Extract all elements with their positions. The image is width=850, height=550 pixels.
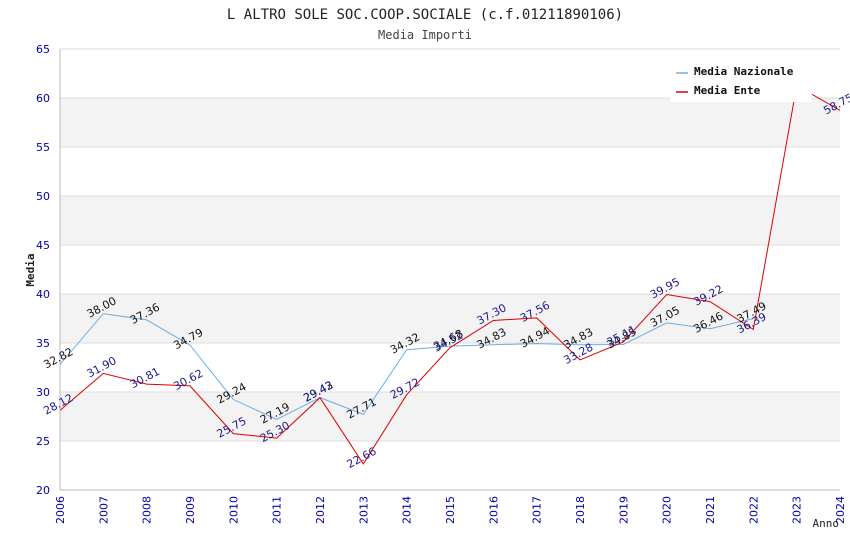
x-tick-label-2016: 2016 [487,496,500,524]
series-line-media-nazionale [59,313,754,421]
x-tick-label-2022: 2022 [747,496,760,524]
x-tick-label-2009: 2009 [184,496,197,524]
x-tick-label-2012: 2012 [314,496,327,524]
series-line-media-ente [59,84,841,465]
gridlines [60,48,840,491]
x-tick-label-2024: 2024 [834,496,847,524]
y-tick-label-20: 20 [36,484,50,497]
x-tick-label-2011: 2011 [271,496,284,524]
x-tick-label-2019: 2019 [617,496,630,524]
y-tick-label-65: 65 [36,43,50,56]
band-20-25 [60,441,840,490]
legend-label-media-ente: Media Ente [694,84,761,97]
background-bands [60,49,840,490]
x-tick-label-2013: 2013 [357,496,370,524]
x-tick-labels: 2006 2007 2008 2009 2010 2011 2012 2013 2014 2015… [54,496,847,524]
x-tick-label-2006: 2006 [54,496,67,524]
y-tick-label-55: 55 [36,141,50,154]
band-40-45 [60,245,840,294]
band-55-60 [60,98,840,147]
x-tick-label-2017: 2017 [531,496,544,524]
y-axis-title: Media [24,253,37,286]
y-tick-label-50: 50 [36,190,50,203]
x-tick-label-2008: 2008 [141,496,154,524]
y-tick-label-45: 45 [36,239,50,252]
legend-box [670,60,812,102]
x-tick-label-2020: 2020 [661,496,674,524]
y-tick-labels: 20 25 30 35 40 45 50 55 60 65 [36,43,50,497]
x-tick-label-2021: 2021 [704,496,717,524]
x-tick-label-2015: 2015 [444,496,457,524]
x-tick-label-2014: 2014 [401,496,414,524]
band-45-50 [60,196,840,245]
y-tick-label-40: 40 [36,288,50,301]
band-30-35 [60,343,840,392]
y-tick-label-25: 25 [36,435,50,448]
x-tick-label-2010: 2010 [227,496,240,524]
y-tick-label-60: 60 [36,92,50,105]
y-tick-label-30: 30 [36,386,50,399]
series-lines [59,84,841,465]
x-tick-label-2007: 2007 [97,496,110,524]
x-tick-label-2018: 2018 [574,496,587,524]
chart-title: L ALTRO SOLE SOC.COOP.SOCIALE (c.f.01211… [227,7,623,23]
legend: Media Nazionale Media Ente [670,60,812,102]
x-tick-label-2023: 2023 [791,496,804,524]
chart-subtitle: Media Importi [378,28,472,42]
x-axis-title: Anno [813,517,840,530]
band-50-55 [60,147,840,196]
legend-label-media-nazionale: Media Nazionale [694,65,794,78]
band-25-30 [60,392,840,441]
y-tick-label-35: 35 [36,337,50,350]
